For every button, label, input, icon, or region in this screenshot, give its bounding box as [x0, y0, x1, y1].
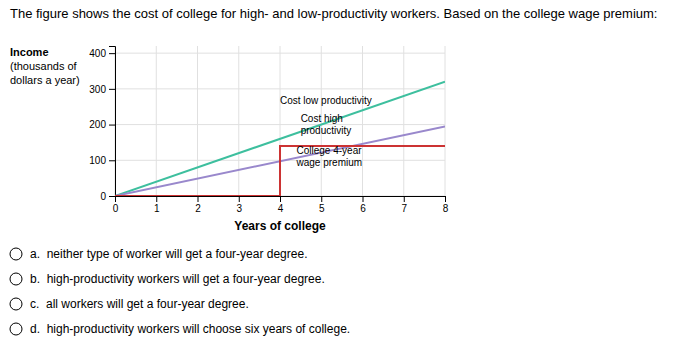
grid-line-y — [115, 88, 445, 89]
lines — [115, 82, 445, 196]
answer-option: a. neither type of worker will get a fou… — [30, 247, 307, 261]
x-tick-label: 2 — [195, 203, 201, 214]
x-axis-title: Years of college — [234, 219, 326, 233]
answer-option: b. high-productivity workers will get a … — [30, 272, 325, 286]
grid-line-y — [115, 124, 445, 125]
x-tick-mark — [198, 196, 199, 202]
grid-line-y — [115, 53, 445, 54]
answer-option: d. high-productivity workers will choose… — [30, 322, 350, 336]
annotation: Cost highproductivity — [301, 113, 352, 136]
y-tick-mark — [109, 89, 115, 90]
x-tick-mark — [156, 196, 157, 202]
x-tick-mark — [363, 196, 364, 202]
y-tick-mark — [109, 160, 115, 161]
x-tick-mark — [445, 196, 446, 202]
x-tick: 4 — [278, 196, 284, 214]
radio-button — [10, 298, 22, 310]
y-tick-label: 400 — [89, 48, 106, 59]
x-tick-mark — [239, 196, 240, 202]
answer-option: c. all workers will get a four-year degr… — [30, 297, 249, 311]
x-axis-line — [116, 197, 446, 203]
title: The figure shows the cost of college for… — [10, 6, 657, 21]
x-tick-label: 3 — [236, 203, 242, 214]
y-axis-title: Income — [10, 46, 49, 58]
x-tick-label: 8 — [443, 203, 449, 214]
x-tick: 6 — [360, 196, 366, 214]
x-tick-mark — [404, 196, 405, 202]
x-tick: 7 — [401, 196, 407, 214]
x-tick-mark — [321, 196, 322, 202]
x-tick: 0 — [113, 196, 119, 214]
annotation: College 4-yearwage premium — [296, 145, 363, 168]
radio-button — [10, 273, 22, 285]
y-tick: 200 — [89, 119, 115, 130]
x-tick: 3 — [236, 196, 242, 214]
y-tick-label: 300 — [89, 84, 106, 95]
y-axis-title: (thousands of — [10, 60, 78, 72]
y-tick-label: 100 — [89, 155, 106, 166]
radio-button — [10, 323, 22, 335]
y-tick: 0 — [100, 191, 115, 202]
y-tick-label: 0 — [100, 191, 106, 202]
grid-line-x — [445, 46, 446, 196]
grid-line-x — [403, 46, 404, 196]
x-tick-label: 4 — [278, 203, 284, 214]
x-axis: 0 1 2 3 4 5 6 7 8 — [113, 196, 449, 214]
radio-button — [10, 248, 22, 260]
y-axis-title: dollars a year) — [10, 74, 80, 86]
series-line — [115, 82, 445, 196]
y-tick: 300 — [89, 84, 115, 95]
series-line — [115, 126, 445, 196]
y-tick-label: 200 — [89, 119, 106, 130]
x-tick-label: 7 — [401, 203, 407, 214]
x-tick: 8 — [443, 196, 449, 214]
series-line — [115, 146, 445, 196]
annotation: Cost low productivity — [280, 95, 372, 106]
y-tick-mark — [109, 196, 115, 197]
grid-line-x — [362, 46, 363, 196]
y-tick-mark — [109, 125, 115, 126]
grid-line-x — [156, 46, 157, 196]
grid — [115, 46, 445, 196]
y-tick: 400 — [89, 48, 115, 59]
y-axis: 0 100 200 300 400 — [89, 47, 115, 202]
y-tick: 100 — [89, 155, 115, 166]
x-tick-label: 6 — [360, 203, 366, 214]
grid-line-x — [238, 46, 239, 196]
x-tick: 1 — [154, 196, 160, 214]
y-axis-line — [109, 47, 116, 197]
x-tick-label: 0 — [113, 203, 119, 214]
chart-svg: The figure shows the cost of college for… — [0, 0, 700, 362]
x-tick: 2 — [195, 196, 201, 214]
x-tick: 5 — [319, 196, 325, 214]
grid-line-x — [197, 46, 198, 196]
x-tick-label: 5 — [319, 203, 325, 214]
x-tick-mark — [280, 196, 281, 202]
x-tick-label: 1 — [154, 203, 160, 214]
y-tick-mark — [109, 53, 115, 54]
